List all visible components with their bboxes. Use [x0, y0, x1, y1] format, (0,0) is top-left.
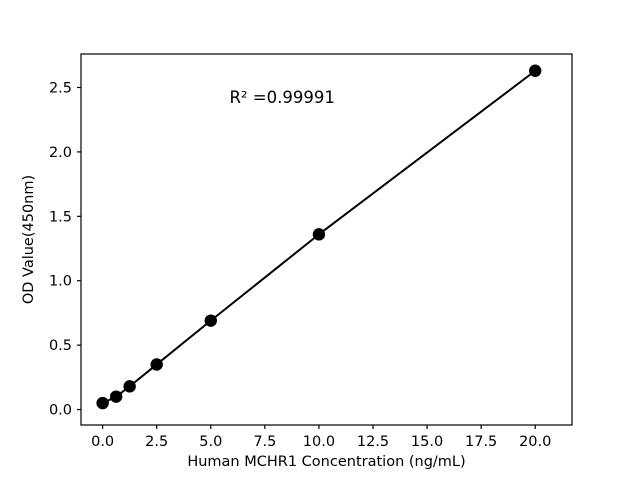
y-tick-label: 1.0	[49, 274, 72, 290]
x-tick-label: 0.0	[91, 434, 114, 450]
y-tick-label: 2.5	[49, 80, 72, 96]
data-point	[123, 380, 136, 393]
data-point	[109, 390, 123, 403]
x-tick-label: 5.0	[199, 434, 222, 450]
plot-frame	[80, 53, 573, 426]
x-tick-label: 10.0	[303, 434, 335, 450]
x-tick-label: 20.0	[519, 434, 551, 450]
x-axis-title: Human MCHR1 Concentration (ng/mL)	[187, 454, 465, 470]
data-point	[150, 358, 163, 371]
x-tick-label: 12.5	[357, 434, 389, 450]
y-tick-label: 1.5	[49, 209, 72, 225]
x-tick-label: 17.5	[465, 434, 497, 450]
x-axis-ticks: 0.0 2.5 5.0 7.5 10.0 12.5 15.0 17.5 20.0	[91, 425, 551, 450]
data-point	[312, 228, 326, 241]
y-tick-label: 2.0	[49, 145, 72, 161]
data-point	[96, 396, 109, 410]
data-point-group	[96, 64, 542, 410]
x-tick-label: 2.5	[145, 434, 168, 450]
x-tick-label: 7.5	[253, 434, 276, 450]
y-axis-title: OD Value(450nm)	[21, 175, 37, 304]
plot-area-background	[81, 54, 572, 425]
y-tick-label: 0.5	[49, 338, 72, 354]
r-squared-annotation: R² =0.99991	[229, 88, 334, 107]
x-tick-label: 15.0	[411, 434, 443, 450]
y-axis-ticks: 0.0 0.5 1.0 1.5 2.0 2.5	[49, 80, 81, 419]
data-point	[204, 314, 217, 327]
y-tick-label: 0.0	[49, 403, 72, 419]
data-point	[529, 64, 542, 77]
